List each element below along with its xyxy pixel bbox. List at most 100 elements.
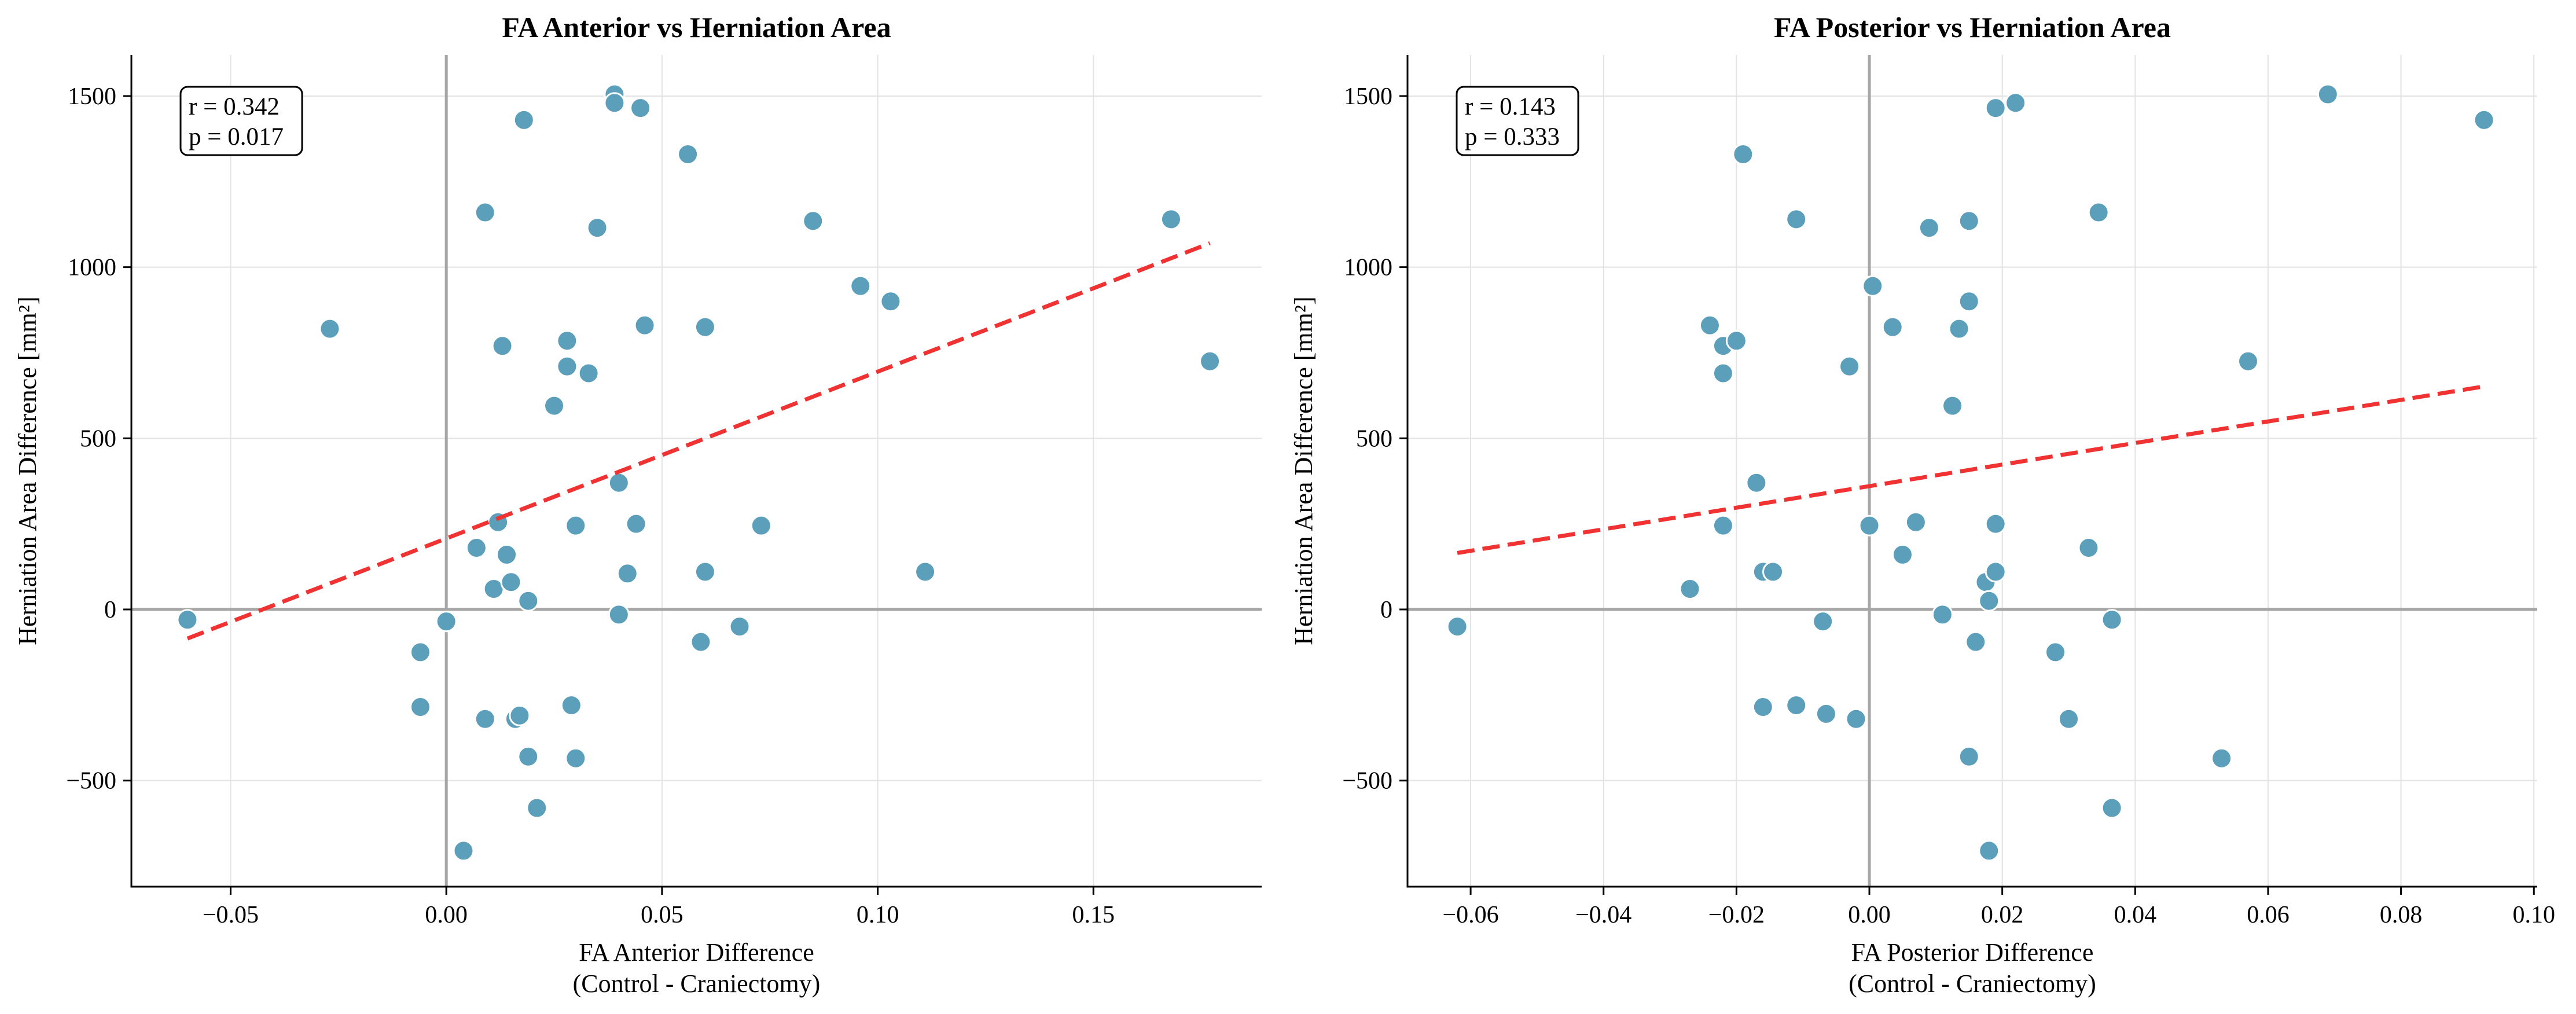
posterior-y-tick-label: −500 <box>1342 768 1392 795</box>
anterior-data-point <box>453 840 475 862</box>
anterior-data-point <box>319 318 341 340</box>
posterior-data-point <box>1785 695 1807 717</box>
anterior-data-point <box>616 563 638 585</box>
posterior-x-tick-label: −0.06 <box>1442 902 1498 928</box>
anterior-data-point <box>608 604 630 626</box>
anterior-data-point <box>1160 208 1182 230</box>
posterior-data-point <box>2057 708 2079 730</box>
posterior-x-axis-label-sub: (Control - Craniectomy) <box>1849 969 2096 998</box>
anterior-data-point <box>1199 350 1221 372</box>
posterior-data-point <box>1745 472 1767 494</box>
posterior-data-point <box>1679 578 1701 600</box>
anterior-stats-r: r = 0.342 <box>189 93 280 120</box>
anterior-data-point <box>517 745 539 767</box>
posterior-x-tick-label: 0.00 <box>1848 902 1891 928</box>
anterior-data-point <box>177 609 199 631</box>
posterior-data-point <box>1958 210 1980 232</box>
anterior-x-tick-label: 0.00 <box>425 902 468 928</box>
anterior-data-point <box>802 210 824 232</box>
posterior-data-point <box>1978 840 2000 862</box>
posterior-data-point <box>1931 604 1953 626</box>
anterior-data-point <box>694 561 716 583</box>
posterior-data-point <box>1905 511 1927 533</box>
posterior-data-point <box>2237 350 2259 372</box>
posterior-data-point <box>1712 362 1734 384</box>
posterior-data-point <box>1882 316 1903 338</box>
anterior-data-point <box>630 97 652 119</box>
anterior-data-point <box>729 616 751 638</box>
anterior-y-axis-label: Herniation Area Difference [mm²] <box>13 296 42 645</box>
posterior-stats-p: p = 0.333 <box>1465 123 1560 150</box>
posterior-data-point <box>1918 217 1940 239</box>
posterior-x-tick-label: 0.08 <box>2380 902 2423 928</box>
posterior-data-point <box>1985 561 2007 583</box>
posterior-data-point <box>1858 515 1880 537</box>
posterior-data-point <box>1958 745 1980 767</box>
posterior-x-tick-label: −0.02 <box>1708 902 1765 928</box>
posterior-data-point <box>2101 609 2123 631</box>
anterior-data-point <box>465 537 487 559</box>
anterior-data-point <box>435 611 457 633</box>
anterior-chart-title: FA Anterior vs Herniation Area <box>502 11 891 43</box>
posterior-data-point <box>2473 109 2495 131</box>
posterior-data-point <box>1978 590 2000 612</box>
anterior-x-tick-label: 0.05 <box>641 902 683 928</box>
anterior-x-axis-label-sub: (Control - Craniectomy) <box>573 969 821 998</box>
posterior-chart-title: FA Posterior vs Herniation Area <box>1774 11 2171 43</box>
posterior-data-point <box>2045 641 2067 663</box>
posterior-data-point <box>2005 92 2027 114</box>
posterior-regression-line <box>1457 385 2481 555</box>
posterior-data-point <box>2078 537 2100 559</box>
posterior-data-point <box>2101 797 2123 819</box>
anterior-data-point <box>560 695 582 717</box>
posterior-data-point <box>1958 291 1980 313</box>
anterior-data-point <box>556 355 578 377</box>
posterior-data-point <box>1712 515 1734 537</box>
anterior-data-point <box>409 696 431 718</box>
anterior-data-point <box>677 143 699 165</box>
anterior-data-point <box>604 92 626 114</box>
posterior-data-point <box>1891 543 1913 565</box>
posterior-x-tick-label: 0.10 <box>2513 902 2556 928</box>
anterior-data-point <box>509 704 531 726</box>
posterior-data-point <box>1839 355 1861 377</box>
anterior-y-tick-label: 1000 <box>68 255 116 281</box>
posterior-stats-r: r = 0.143 <box>1465 93 1556 120</box>
anterior-data-point <box>496 543 518 565</box>
posterior-data-point <box>1762 561 1784 583</box>
posterior-data-point <box>1785 208 1807 230</box>
anterior-data-point <box>500 571 522 593</box>
anterior-data-point <box>556 330 578 352</box>
posterior-data-point <box>1446 616 1468 638</box>
anterior-y-tick-label: 0 <box>104 597 116 623</box>
anterior-data-point <box>608 472 630 494</box>
posterior-x-tick-label: 0.02 <box>1981 902 2024 928</box>
anterior-data-point <box>513 109 535 131</box>
anterior-x-tick-label: −0.05 <box>203 902 259 928</box>
anterior-x-tick-label: 0.10 <box>857 902 899 928</box>
anterior-data-point <box>474 201 496 223</box>
posterior-data-point <box>1699 314 1721 336</box>
posterior-y-tick-label: 1500 <box>1344 83 1392 110</box>
posterior-stats-box <box>1456 86 1579 156</box>
anterior-data-point <box>565 747 587 769</box>
posterior-data-point <box>1942 395 1964 417</box>
anterior-data-point <box>586 217 608 239</box>
posterior-data-point <box>1862 275 1884 297</box>
anterior-data-point <box>850 275 872 297</box>
anterior-data-point <box>409 641 431 663</box>
posterior-data-point <box>1732 143 1754 165</box>
anterior-data-point <box>578 362 600 384</box>
posterior-scatter-panel: −0.06 −0.04 −0.02 0.00 0.02 0.04 0.06 0.08 0.10 −… <box>1289 11 2555 998</box>
posterior-data-point <box>1812 611 1834 633</box>
posterior-data-point <box>1985 513 2007 535</box>
anterior-data-point <box>690 631 712 653</box>
anterior-data-point <box>543 395 565 417</box>
posterior-x-tick-label: 0.06 <box>2247 902 2290 928</box>
anterior-x-axis-label: FA Anterior Difference <box>579 938 814 967</box>
anterior-data-point <box>517 590 539 612</box>
posterior-data-point <box>2211 747 2233 769</box>
anterior-data-point <box>880 291 902 313</box>
posterior-data-point <box>1845 708 1867 730</box>
